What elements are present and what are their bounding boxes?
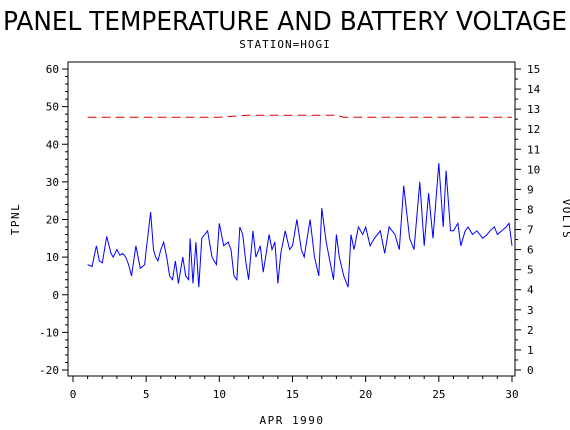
temperature-line <box>87 163 513 288</box>
left-axis: -20 -10 0 10 20 30 40 50 60 <box>39 63 68 377</box>
x-axis-label: APR 1990 <box>260 414 325 427</box>
x-tick-label: 20 <box>359 388 372 401</box>
y-tick-label-right: 2 <box>527 324 534 337</box>
series-layer <box>87 114 513 288</box>
chart-subtitle: STATION=HOGI <box>239 38 330 51</box>
y-axis-label-left: TPNL <box>9 203 22 236</box>
y-tick-label-right: 6 <box>527 244 534 257</box>
y-tick-label-right: 11 <box>527 143 540 156</box>
y-tick-label-right: 10 <box>527 163 540 176</box>
y-tick-label-right: 1 <box>527 344 534 357</box>
y-tick-label-right: 3 <box>527 304 534 317</box>
y-tick-label-right: 7 <box>527 224 534 237</box>
y-tick-label-left: 60 <box>46 63 59 76</box>
y-tick-label-left: 50 <box>46 101 59 114</box>
voltage-line <box>87 114 512 118</box>
y-tick-label-left: 20 <box>46 214 59 227</box>
x-tick-label: 25 <box>432 388 445 401</box>
y-tick-label-right: 14 <box>527 83 541 96</box>
y-tick-label-left: 40 <box>46 138 59 151</box>
y-tick-label-right: 9 <box>527 183 534 196</box>
y-tick-label-right: 0 <box>527 364 534 377</box>
plot-frame <box>67 61 516 377</box>
y-tick-label-left: 0 <box>52 289 59 302</box>
y-tick-label-right: 12 <box>527 123 540 136</box>
y-tick-label-right: 4 <box>527 284 534 297</box>
y-tick-label-right: 13 <box>527 103 540 116</box>
y-tick-label-right: 5 <box>527 264 534 277</box>
y-tick-label-right: 15 <box>527 63 540 76</box>
y-tick-label-right: 8 <box>527 203 534 216</box>
bottom-axis: 0 5 10 15 20 25 30 <box>70 376 519 401</box>
chart-title: PANEL TEMPERATURE AND BATTERY VOLTAGE <box>3 7 567 37</box>
y-tick-label-left: -10 <box>39 326 59 339</box>
x-tick-label: 5 <box>143 388 150 401</box>
y-tick-label-left: 30 <box>46 176 59 189</box>
y-tick-label-left: 10 <box>46 251 59 264</box>
x-tick-label: 30 <box>505 388 518 401</box>
x-tick-label: 10 <box>213 388 226 401</box>
x-tick-label: 0 <box>70 388 77 401</box>
y-tick-label-left: -20 <box>39 364 59 377</box>
x-tick-label: 15 <box>286 388 299 401</box>
y-axis-label-right: VOLTS <box>560 199 570 240</box>
